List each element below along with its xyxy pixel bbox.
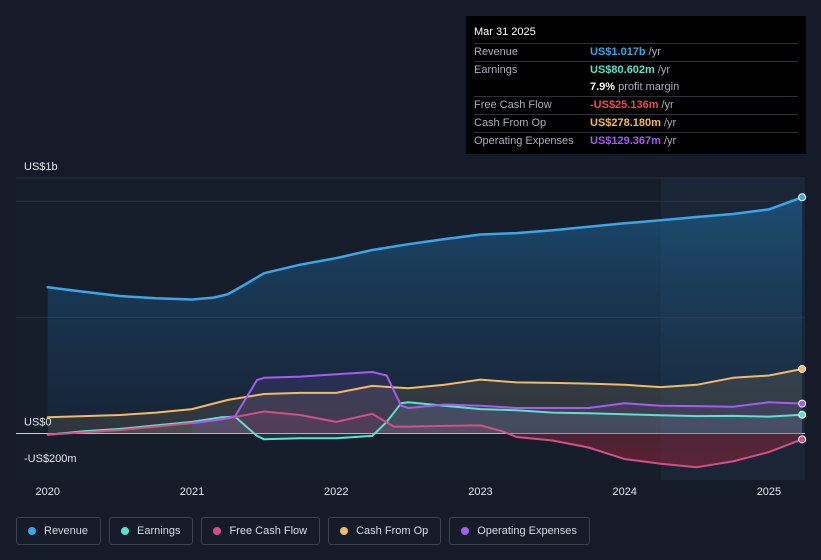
tooltip-value: -US$25.136m bbox=[590, 99, 659, 111]
revenue-line bbox=[46, 196, 804, 301]
x-tick-label: 2022 bbox=[324, 486, 348, 498]
revenue-area bbox=[47, 197, 803, 434]
chart-legend: Revenue Earnings Free Cash Flow Cash Fro… bbox=[16, 517, 598, 545]
earnings-end-point bbox=[798, 410, 807, 419]
legend-dot-icon bbox=[213, 527, 222, 535]
legend-operating-expenses[interactable]: Operating Expenses bbox=[449, 517, 590, 545]
fcf-negative-area bbox=[47, 433, 803, 468]
tooltip-label: Cash From Op bbox=[474, 117, 547, 129]
tooltip-label: Free Cash Flow bbox=[474, 99, 552, 111]
tooltip-value: US$80.602m bbox=[590, 64, 655, 76]
data-tooltip: Mar 31 2025 Revenue US$1.017b /yr Earnin… bbox=[466, 16, 806, 154]
operating-expenses-area bbox=[192, 372, 803, 434]
tooltip-unit: /yr bbox=[661, 99, 674, 111]
earnings-area bbox=[47, 402, 803, 440]
legend-dot-icon bbox=[461, 527, 470, 535]
legend-dot-icon bbox=[121, 527, 130, 535]
x-tick-label: 2025 bbox=[757, 486, 781, 498]
legend-label: Earnings bbox=[137, 525, 181, 537]
tooltip-unit: /yr bbox=[648, 46, 661, 58]
legend-free-cash-flow[interactable]: Free Cash Flow bbox=[201, 517, 321, 545]
y-tick-label: US$0 bbox=[24, 417, 52, 429]
cash-from-op-end-point bbox=[798, 364, 807, 373]
tooltip-row-cfo: Cash From Op US$278.180m /yr bbox=[474, 114, 798, 132]
tooltip-value: US$129.367m bbox=[590, 135, 661, 147]
legend-earnings[interactable]: Earnings bbox=[109, 517, 194, 545]
x-tick-label: 2021 bbox=[180, 486, 204, 498]
earnings-line bbox=[46, 401, 804, 441]
tooltip-row-earnings: Earnings US$80.602m /yr bbox=[474, 61, 798, 79]
tooltip-unit: profit margin bbox=[618, 81, 680, 93]
revenue-end-point bbox=[798, 193, 807, 202]
tooltip-row-margin: 7.9% profit margin bbox=[474, 79, 798, 96]
cash-from-op-line bbox=[46, 368, 804, 419]
y-tick-label: -US$200m bbox=[24, 453, 77, 465]
tooltip-value: US$1.017b bbox=[590, 46, 646, 58]
financial-chart: US$1b US$0 -US$200m 2020 2021 2022 2023 2024 202… bbox=[16, 161, 807, 498]
tooltip-date: Mar 31 2025 bbox=[474, 26, 536, 38]
tooltip-label: Revenue bbox=[474, 46, 519, 58]
x-tick-label: 2020 bbox=[35, 486, 59, 498]
tooltip-row-fcf: Free Cash Flow -US$25.136m /yr bbox=[474, 96, 798, 114]
tooltip-unit: /yr bbox=[657, 64, 671, 76]
y-tick-label: US$1b bbox=[24, 161, 58, 173]
tooltip-row-opex: Operating Expenses US$129.367m /yr bbox=[474, 132, 798, 150]
legend-label: Operating Expenses bbox=[477, 525, 577, 537]
legend-dot-icon bbox=[340, 527, 349, 535]
x-tick-label: 2024 bbox=[612, 486, 636, 498]
tooltip-unit: /yr bbox=[663, 117, 677, 129]
free-cash-flow-line bbox=[46, 410, 804, 469]
legend-label: Free Cash Flow bbox=[229, 525, 308, 537]
x-tick-label: 2023 bbox=[468, 486, 492, 498]
free-cash-flow-end-point bbox=[798, 435, 807, 444]
tooltip-label: Operating Expenses bbox=[474, 135, 574, 147]
tooltip-value: US$278.180m bbox=[590, 117, 661, 129]
tooltip-label bbox=[474, 79, 590, 96]
legend-label: Cash From Op bbox=[356, 525, 429, 537]
legend-dot-icon bbox=[28, 527, 36, 535]
legend-revenue[interactable]: Revenue bbox=[16, 517, 102, 545]
tooltip-row-revenue: Revenue US$1.017b /yr bbox=[474, 43, 798, 61]
legend-label: Revenue bbox=[44, 525, 89, 537]
tooltip-unit: /yr bbox=[663, 135, 677, 147]
legend-cash-from-op[interactable]: Cash From Op bbox=[328, 517, 442, 545]
tooltip-label: Earnings bbox=[474, 64, 518, 76]
tooltip-value: 7.9% bbox=[590, 81, 616, 93]
operating-expenses-line bbox=[191, 371, 804, 425]
operating-expenses-end-point bbox=[798, 399, 807, 408]
